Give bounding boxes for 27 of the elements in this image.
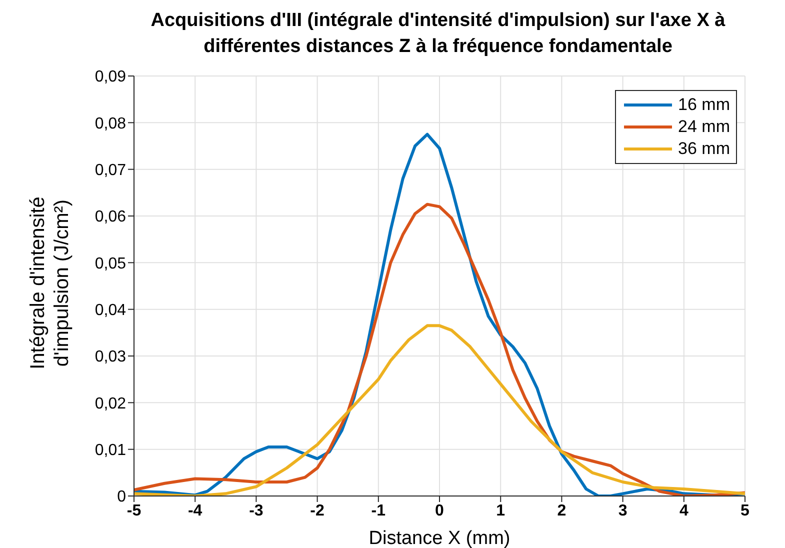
x-tick-label: -2 xyxy=(310,502,325,520)
y-axis-title: Intégrale d'intensité d'impulsion (J/cm²) xyxy=(26,196,74,372)
y-tick-label: 0,05 xyxy=(94,255,126,272)
legend-label: 24 mm xyxy=(678,116,730,138)
x-tick-label: -5 xyxy=(126,502,142,520)
y-tick-label: 0 xyxy=(117,488,126,506)
y-tick-label: 0,01 xyxy=(94,442,126,460)
y-tick-label: 0,04 xyxy=(94,302,126,320)
chart-title: Acquisitions d'III (intégrale d'intensité d'impulsion) sur l'axe X à différentes distances Z à la fréquence fondamentale xyxy=(150,9,726,59)
y-tick-label: 0,02 xyxy=(94,395,126,412)
x-tick-label: 3 xyxy=(618,502,628,520)
y-tick-label: 0,09 xyxy=(94,68,126,86)
x-axis-title: Distance X (mm) xyxy=(368,528,510,548)
x-tick-label: 1 xyxy=(496,502,506,520)
y-tick-label: 0,08 xyxy=(94,115,126,132)
legend-label: 36 mm xyxy=(678,138,730,160)
y-tick-label: 0,03 xyxy=(94,348,126,366)
x-tick-label: -3 xyxy=(249,502,264,520)
y-tick-label: 0,07 xyxy=(94,162,126,180)
x-tick-label: -4 xyxy=(188,502,202,520)
legend-label: 16 mm xyxy=(678,94,730,116)
x-tick-label: 0 xyxy=(435,502,444,520)
y-tick-label: 0,06 xyxy=(94,208,126,226)
x-tick-label: 5 xyxy=(740,502,750,520)
x-tick-label: -1 xyxy=(371,502,386,520)
x-tick-label: 4 xyxy=(679,502,688,520)
x-tick-label: 2 xyxy=(557,502,566,520)
